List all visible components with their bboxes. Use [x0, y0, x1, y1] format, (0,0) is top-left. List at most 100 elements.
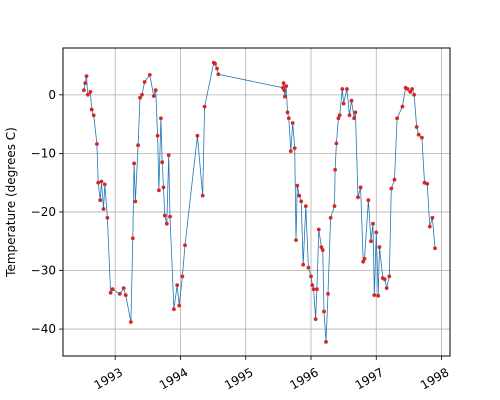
y-tick-label: 0 [48, 88, 56, 102]
temperature-point [326, 292, 330, 296]
temperature-point [294, 238, 298, 243]
temperature-point [376, 293, 381, 298]
temperature-point [200, 193, 205, 198]
temperature-point [110, 287, 115, 292]
temperature-point [162, 213, 167, 218]
temperature-point [430, 215, 435, 220]
temperature-point [130, 236, 135, 241]
temperature-point [374, 230, 379, 235]
temperature-point [382, 277, 387, 282]
temperature-point [362, 256, 367, 261]
temperature-point [353, 110, 358, 115]
temperature-point [425, 181, 430, 186]
temperature-point [180, 274, 185, 279]
temperature-point [108, 290, 113, 295]
temperature-point [215, 66, 219, 71]
temperature-point [172, 307, 176, 312]
temperature-point [151, 94, 156, 98]
temperature-point [410, 87, 414, 91]
y-tick-label: −40 [31, 322, 56, 336]
temperature-point [284, 84, 289, 88]
temperature-point [288, 149, 293, 154]
temperature-point [337, 113, 342, 118]
temperature-point [366, 198, 371, 203]
temperature-point [377, 245, 382, 250]
temperature-point [341, 101, 346, 106]
x-tick-label: 1993 [92, 365, 125, 392]
temperature-point [147, 73, 152, 77]
temperature-point [142, 80, 147, 84]
temperature-point [320, 248, 325, 252]
temperature-point [82, 88, 86, 93]
temperature-point [301, 262, 306, 267]
temperature-point [83, 81, 88, 85]
temperature-point [117, 292, 122, 296]
temperature-point [161, 185, 166, 190]
temperature-point [328, 215, 333, 220]
temperature-point [164, 221, 169, 226]
temperature-point [311, 287, 316, 292]
temperature-point [159, 116, 163, 121]
temperature-point [319, 245, 324, 250]
temperature-point [195, 133, 200, 138]
temperature-point [168, 214, 172, 219]
temperature-point [99, 179, 104, 184]
temperature-point [427, 224, 432, 229]
temperature-point [183, 243, 187, 248]
temperature-point [136, 143, 141, 148]
temperature-point [400, 104, 405, 109]
temperature-point [95, 142, 99, 146]
temperature-point [389, 186, 394, 191]
temperature-point [384, 286, 389, 290]
temperature-point [140, 92, 144, 97]
temperature-point [282, 88, 287, 93]
temperature-point [334, 141, 339, 146]
temperature-point [123, 293, 128, 297]
grid [63, 48, 450, 356]
x-tick-label: 1998 [418, 365, 451, 392]
temperature-point [392, 177, 397, 182]
temperature-point [315, 287, 319, 292]
temperature-point [369, 239, 373, 244]
temperature-point [133, 199, 138, 204]
y-axis-label: Temperature (degrees C) [4, 127, 18, 278]
temperature-point [286, 116, 291, 121]
temperature-point [395, 116, 399, 121]
temperature-point [292, 146, 297, 151]
temperature-point [129, 320, 133, 324]
temperature-point [285, 110, 290, 115]
temperature-point [433, 246, 437, 251]
temperature-point [416, 132, 421, 137]
temperature-point [358, 185, 363, 190]
temperature-point [299, 199, 304, 204]
temperature-point [352, 116, 356, 121]
x-tick-label: 1996 [287, 365, 320, 392]
temperature-point [414, 125, 419, 129]
temperature-point [310, 283, 315, 287]
y-axis: 0 −10 −20 −30 −40 [31, 88, 63, 336]
temperature-point [153, 88, 158, 93]
temperature-point [295, 183, 300, 188]
temperature-point [306, 265, 311, 270]
y-tick-label: −10 [31, 146, 56, 160]
temperature-point [283, 94, 287, 99]
temperature-point [216, 72, 221, 77]
temperature-point [290, 121, 295, 125]
temperature-point [157, 188, 161, 193]
plot-area [82, 60, 437, 344]
temperature-point [281, 81, 286, 85]
temperature-point [177, 303, 182, 308]
y-tick-label: −30 [31, 264, 56, 278]
x-tick-label: 1994 [157, 365, 190, 392]
temperature-point [313, 317, 318, 321]
y-tick-label: −20 [31, 205, 56, 219]
temperature-point [408, 90, 413, 94]
temperature-point [91, 113, 96, 118]
temperature-point [155, 133, 160, 138]
temperature-point [361, 259, 366, 264]
temperature-point [340, 87, 345, 91]
temperature-point [412, 92, 416, 97]
temperature-point [138, 95, 142, 100]
temperature-point [96, 180, 101, 185]
